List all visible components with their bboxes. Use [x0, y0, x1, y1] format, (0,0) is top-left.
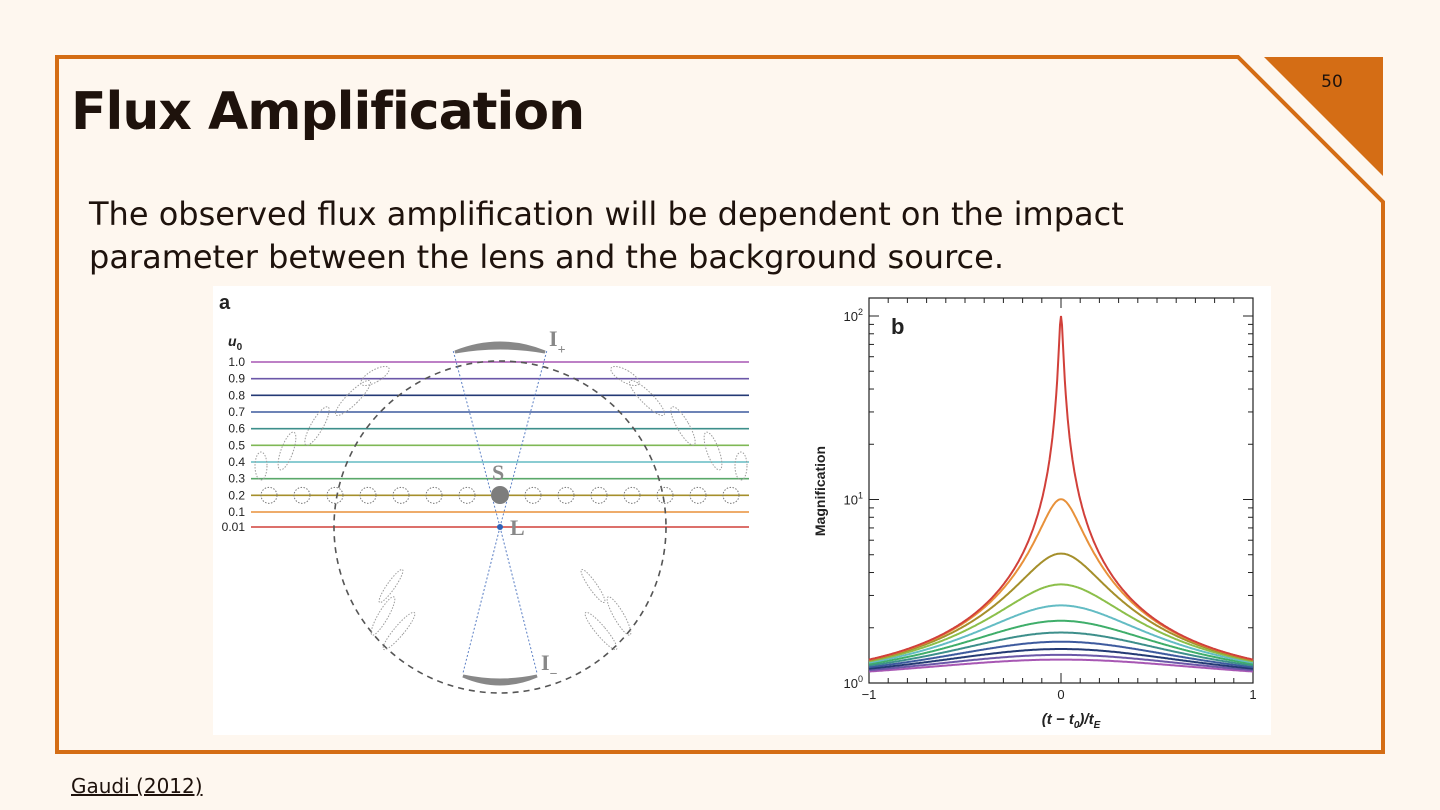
frame-border [55, 55, 1385, 754]
image-track-ellipse [382, 611, 416, 651]
citation-link[interactable]: Gaudi (2012) [71, 774, 203, 798]
image-track-ellipse [629, 380, 665, 416]
x-axis-title: (t − t0)/tE [1042, 711, 1101, 731]
u0-tick-label: 0.3 [228, 472, 245, 486]
image-minus-arc [462, 674, 538, 686]
u0-tick-label: 1.0 [228, 355, 245, 369]
corner-tab [1264, 57, 1383, 176]
u0-tick-label: 0.2 [228, 488, 245, 502]
image-track-ellipse [606, 596, 632, 636]
x-tick-label: −1 [862, 687, 877, 702]
lens-dot [497, 524, 503, 530]
magnification-curve [869, 658, 1253, 673]
magnification-curve [868, 653, 1254, 672]
u0-tick-label: 0.5 [228, 438, 245, 452]
figure: a u0 1.0 0.9 0.8 0.7 0.6 0.5 0.4 0.3 0.2 0.1 0.01 … [213, 286, 1271, 735]
y-tick-label: 100 [844, 674, 863, 691]
image-track-ellipse [370, 596, 396, 636]
u0-axis-label: u0 [228, 333, 243, 353]
source-dot [491, 486, 509, 504]
image-track-ellipse [304, 406, 330, 446]
magnification-curve [868, 631, 1254, 667]
slide-number: 50 [1321, 72, 1343, 92]
image-plus-label: I+ [549, 326, 566, 358]
u0-tick-label: 0.9 [228, 372, 245, 386]
image-track-ellipse [335, 380, 371, 416]
image-tracks [254, 365, 748, 651]
body-text: The observed flux amplification will be … [89, 195, 1124, 276]
x-tick-label: 1 [1249, 687, 1256, 702]
y-axis-title: Magnification [812, 446, 828, 536]
image-plus-arc [454, 341, 546, 354]
page-title: Flux Amplification [71, 82, 585, 142]
image-track-ellipse [584, 611, 618, 651]
image-track-ellipse [610, 365, 640, 387]
einstein-ring [333, 360, 667, 694]
panel-a-diagram: a u0 1.00.90.80.70.60.50.40.30.20.10.01 … [219, 292, 749, 694]
panel-b-label: b [891, 314, 904, 339]
magnification-curve [868, 640, 1254, 669]
u0-tick-label: 0.8 [228, 388, 245, 402]
image-track-ellipse [378, 568, 404, 604]
source-label: S [492, 460, 504, 485]
image-minus-label: I− [541, 650, 558, 682]
magnification-curve [868, 648, 1254, 670]
panel-b-chart: −1 0 1 100 101 102 b Magnification (t − t0)/t… [812, 297, 1257, 731]
magnification-curve [868, 604, 1254, 664]
magnification-curve [868, 552, 1254, 662]
magnification-curve [868, 315, 1254, 661]
magnification-curve [868, 498, 1254, 661]
image-track-ellipse [670, 406, 696, 446]
panel-a-label: a [219, 292, 231, 314]
image-track-ellipse [580, 568, 606, 604]
x-tick-label: 0 [1057, 687, 1064, 702]
u0-tick-label: 0.7 [228, 405, 245, 419]
magnification-curve [868, 619, 1254, 665]
image-track-ellipse [734, 451, 748, 481]
u0-tick-label: 0.4 [228, 455, 245, 469]
image-track-ellipse [254, 451, 268, 481]
image-cone-lines [452, 349, 548, 674]
image-track-ellipse [360, 365, 390, 387]
plot-frame [868, 297, 1254, 684]
u0-tick-label: 0.6 [228, 422, 245, 436]
image-track-ellipse [277, 431, 297, 471]
lens-label: L [510, 515, 525, 540]
u0-tick-label: 0.01 [222, 520, 246, 534]
u0-tick-label: 0.1 [228, 505, 245, 519]
y-tick-label: 102 [844, 307, 863, 324]
y-tick-label: 101 [844, 491, 863, 508]
image-track-ellipse [703, 431, 723, 471]
magnification-curve [868, 583, 1254, 663]
